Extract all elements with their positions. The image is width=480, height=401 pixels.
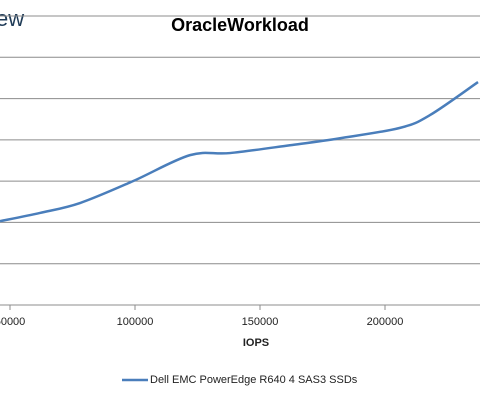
- logo: ew: [0, 6, 24, 31]
- chart-title: OracleWorkload: [171, 15, 309, 35]
- legend-label: Dell EMC PowerEdge R640 4 SAS3 SSDs: [150, 374, 358, 386]
- x-tick-label: 50000: [0, 316, 25, 328]
- x-axis-label: IOPS: [243, 337, 269, 349]
- x-tick-label: 150000: [242, 316, 279, 328]
- line: [0, 81, 479, 223]
- x-tick-label: 100000: [117, 316, 154, 328]
- x-tick-label: 200000: [367, 316, 404, 328]
